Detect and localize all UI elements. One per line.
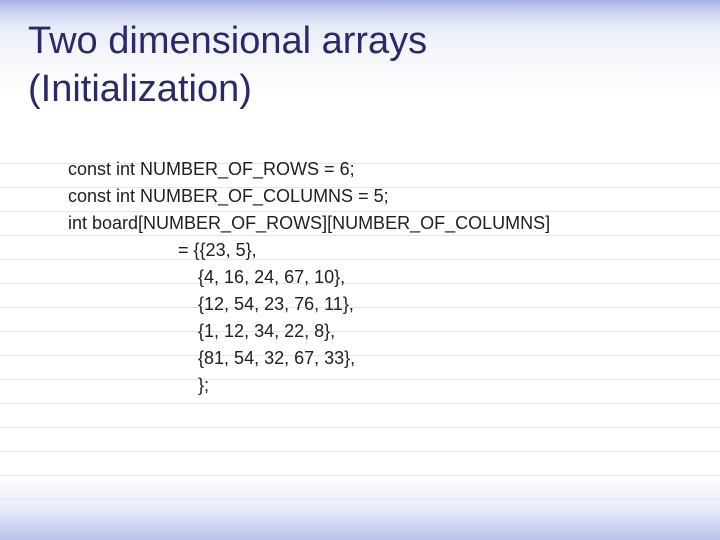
title-line-2: (Initialization) bbox=[28, 68, 252, 110]
slide-title: Two dimensional arrays (Initialization) bbox=[28, 18, 680, 113]
code-line-2: const int NUMBER_OF_COLUMNS = 5; bbox=[68, 183, 680, 210]
title-line-1: Two dimensional arrays bbox=[28, 20, 427, 62]
code-line-1: const int NUMBER_OF_ROWS = 6; bbox=[68, 156, 680, 183]
code-line-7: {1, 12, 34, 22, 8}, bbox=[68, 318, 680, 345]
slide-body: const int NUMBER_OF_ROWS = 6; const int … bbox=[68, 156, 680, 399]
slide: Two dimensional arrays (Initialization) … bbox=[0, 0, 720, 540]
code-line-9: }; bbox=[68, 372, 680, 399]
code-line-6: {12, 54, 23, 76, 11}, bbox=[68, 291, 680, 318]
code-line-3: int board[NUMBER_OF_ROWS][NUMBER_OF_COLU… bbox=[68, 210, 680, 237]
code-line-4: = {{23, 5}, bbox=[68, 237, 680, 264]
code-line-8: {81, 54, 32, 67, 33}, bbox=[68, 345, 680, 372]
code-line-5: {4, 16, 24, 67, 10}, bbox=[68, 264, 680, 291]
